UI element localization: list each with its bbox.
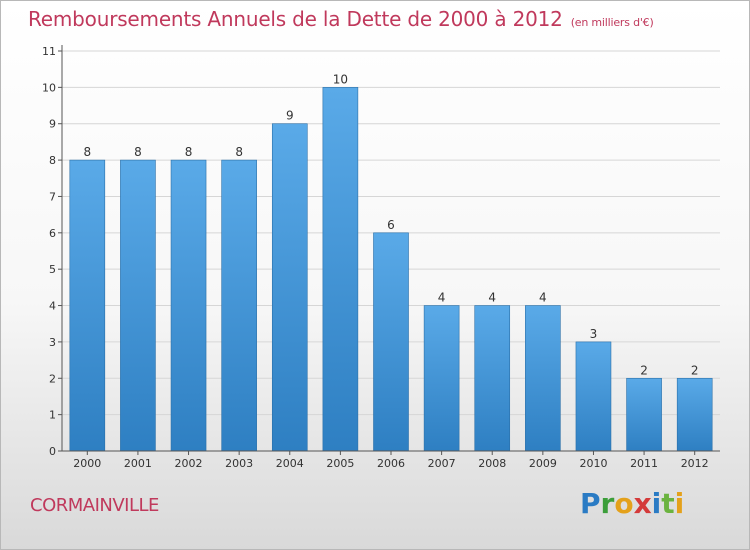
city-name: CORMAINVILLE [30,495,159,516]
bar [575,341,612,452]
data-label: 4 [488,291,496,305]
x-tick-label: 2010 [579,457,607,470]
data-label: 9 [286,109,294,123]
data-label: 8 [134,145,142,159]
data-label: 10 [333,72,348,86]
y-tick-label: 1 [49,409,56,422]
y-tick-label: 0 [49,445,56,458]
logo-letter: r [600,487,615,520]
chart-title: Remboursements Annuels de la Dette de 20… [28,7,654,31]
x-tick-label: 2009 [529,457,557,470]
y-tick-label: 6 [49,227,56,240]
x-tick-label: 2011 [630,457,658,470]
chart-unit: (en milliers d'€) [570,16,654,29]
logo-letter: o [614,487,634,520]
axes [58,45,720,455]
y-tick-label: 11 [42,45,56,58]
y-tick-label: 3 [49,336,56,349]
chart-title-text: Remboursements Annuels de la Dette de 20… [28,7,563,31]
y-tick-label: 4 [49,300,56,313]
data-label: 8 [235,145,243,159]
y-tick-label: 10 [42,81,56,94]
labels: 0 1 2 3 4 5 6 7 8 9 10 11 8 2000 8 2001 8 2002 8 2003 9 2004 1… [42,45,709,470]
bar [423,305,460,452]
bar [271,123,308,452]
x-tick-label: 2003 [225,457,253,470]
x-tick-label: 2008 [478,457,506,470]
x-tick-label: 2007 [428,457,456,470]
bar [120,159,156,452]
logo-letter: i [651,487,662,520]
bars [69,87,713,452]
logo-letter: t [661,487,675,520]
bar [373,232,409,452]
data-label: 6 [387,218,395,232]
x-tick-label: 2004 [276,457,304,470]
data-label: 3 [590,327,598,341]
bar [525,305,561,452]
bar [69,159,106,452]
x-tick-label: 2006 [377,457,405,470]
data-label: 8 [185,145,193,159]
bar [626,377,662,452]
bar [322,87,359,452]
logo-letter: P [580,487,601,520]
x-tick-label: 2005 [326,457,354,470]
y-tick-label: 5 [49,263,56,276]
bar [676,377,713,452]
bar [170,159,207,452]
y-tick-label: 2 [49,372,56,385]
y-tick-label: 7 [49,190,56,203]
data-label: 4 [539,291,547,305]
x-tick-label: 2000 [73,457,101,470]
data-label: 2 [691,363,699,377]
x-tick-label: 2012 [681,457,709,470]
data-label: 4 [438,291,446,305]
data-label: 2 [640,363,648,377]
x-tick-label: 2001 [124,457,152,470]
bar [474,305,511,452]
bar [221,159,257,452]
x-tick-label: 2002 [175,457,203,470]
logo-letter: x [633,487,652,520]
logo-letter: i [674,487,685,520]
data-label: 8 [83,145,91,159]
y-tick-label: 9 [49,118,56,131]
proxiti-logo: Proxiti [580,487,684,520]
y-tick-label: 8 [49,154,56,167]
